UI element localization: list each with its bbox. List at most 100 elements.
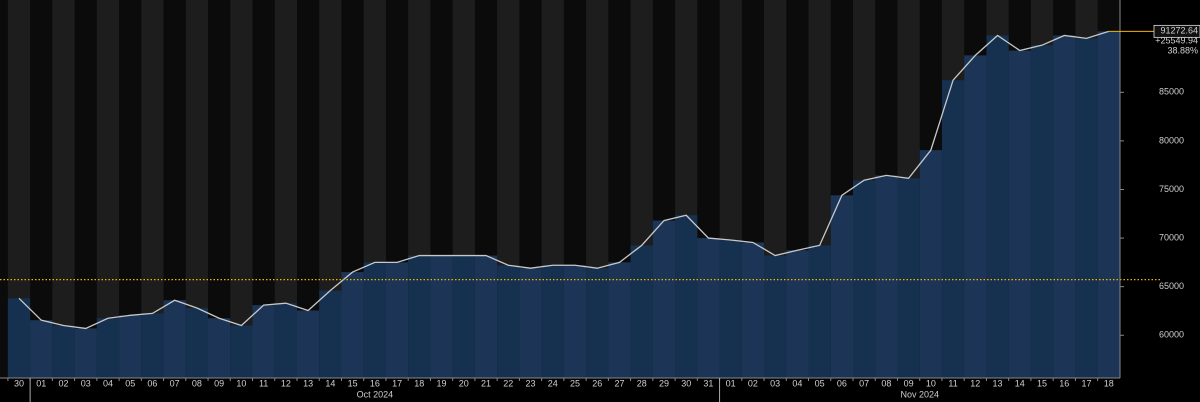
area-bar <box>563 265 587 378</box>
x-tick-label: 25 <box>570 378 580 388</box>
y-tick-label: 75000 <box>1159 184 1184 194</box>
y-tick-label: 80000 <box>1159 135 1184 145</box>
area-bar <box>941 80 965 379</box>
x-tick-label: 17 <box>392 378 402 388</box>
area-bar <box>986 35 1009 378</box>
x-tick-label: 07 <box>170 378 180 388</box>
x-tick-label: 15 <box>1037 378 1047 388</box>
x-tick-label: 27 <box>614 378 624 388</box>
y-tick-label: 85000 <box>1159 87 1184 97</box>
x-tick-label: 30 <box>14 378 24 388</box>
x-tick-label: 06 <box>837 378 847 388</box>
area-bar <box>141 313 164 378</box>
x-tick-label: 09 <box>214 378 224 388</box>
x-tick-label: 13 <box>303 378 313 388</box>
area-bar <box>452 255 475 378</box>
area-bar <box>1053 35 1076 378</box>
x-tick-label: 26 <box>592 378 602 388</box>
area-bar <box>497 265 520 378</box>
x-tick-label: 28 <box>637 378 647 388</box>
x-tick-label: 22 <box>503 378 513 388</box>
area-bar <box>875 175 898 378</box>
area-bar <box>385 262 409 378</box>
x-tick-label: 02 <box>58 378 68 388</box>
area-bar <box>319 290 342 378</box>
x-tick-label: 03 <box>770 378 780 388</box>
change: +25549.94 <box>1155 36 1198 46</box>
x-tick-label: 31 <box>703 378 713 388</box>
x-tick-label: 30 <box>681 378 691 388</box>
day-stripe <box>319 0 342 378</box>
x-tick-label: 14 <box>325 378 335 388</box>
x-tick-label: 08 <box>881 378 891 388</box>
area-bar <box>808 245 831 378</box>
day-stripe <box>230 0 253 378</box>
day-stripe <box>52 0 75 378</box>
y-tick-label: 60000 <box>1159 330 1184 340</box>
area-bar <box>119 315 142 378</box>
area-bar <box>675 215 698 378</box>
area-bar <box>786 250 809 378</box>
x-tick-label: 23 <box>526 378 536 388</box>
area-bar <box>208 318 231 378</box>
area-bar <box>719 240 742 378</box>
x-tick-label: 04 <box>792 378 802 388</box>
area-bar <box>519 268 542 378</box>
area-bar <box>185 308 209 378</box>
x-tick-label: 11 <box>948 378 957 388</box>
area-bar <box>430 255 453 378</box>
x-tick-label: 29 <box>659 378 669 388</box>
area-bar <box>853 180 876 378</box>
x-tick-label: 14 <box>1015 378 1025 388</box>
area-bar <box>897 178 920 378</box>
month-label: Oct 2024 <box>357 389 394 399</box>
day-stripe <box>185 0 209 378</box>
area-bar <box>630 245 653 378</box>
x-tick-label: 01 <box>36 378 46 388</box>
change-pct: 38.88% <box>1167 46 1198 56</box>
x-tick-label: 08 <box>192 378 202 388</box>
x-tick-label: 12 <box>281 378 291 388</box>
area-bar <box>297 310 320 378</box>
x-tick-label: 11 <box>259 378 268 388</box>
x-tick-label: 04 <box>103 378 113 388</box>
area-bar <box>274 303 297 378</box>
x-tick-label: 20 <box>459 378 469 388</box>
x-tick-label: 10 <box>926 378 936 388</box>
area-bar <box>830 195 853 378</box>
month-label: Nov 2024 <box>900 389 939 399</box>
x-tick-label: 09 <box>904 378 914 388</box>
last-value: 91272.64 <box>1160 26 1198 36</box>
area-bar <box>74 328 97 378</box>
day-stripe <box>141 0 164 378</box>
x-tick-label: 18 <box>1104 378 1114 388</box>
area-bar <box>697 238 720 378</box>
y-tick-label: 65000 <box>1159 281 1184 291</box>
x-tick-label: 19 <box>437 378 447 388</box>
area-bar <box>608 262 631 378</box>
day-stripe <box>274 0 297 378</box>
last-value-box <box>1153 24 1200 38</box>
x-tick-label: 03 <box>81 378 91 388</box>
x-tick-label: 21 <box>481 378 491 388</box>
x-tick-label: 06 <box>147 378 157 388</box>
x-tick-label: 12 <box>970 378 980 388</box>
area-bar <box>1030 45 1054 378</box>
x-tick-label: 07 <box>859 378 869 388</box>
area-bar <box>474 255 498 378</box>
day-stripe <box>7 0 31 378</box>
x-tick-label: 02 <box>748 378 758 388</box>
x-tick-label: 10 <box>236 378 246 388</box>
area-bar <box>30 320 53 378</box>
x-tick-label: 05 <box>815 378 825 388</box>
x-tick-label: 18 <box>414 378 424 388</box>
area-bar <box>252 305 275 378</box>
x-tick-label: 16 <box>1059 378 1069 388</box>
x-tick-label: 13 <box>993 378 1003 388</box>
x-tick-label: 05 <box>125 378 135 388</box>
y-tick-label: 70000 <box>1159 232 1184 242</box>
area-bar <box>230 325 253 378</box>
area-bar <box>1075 38 1098 379</box>
area-bar <box>52 325 75 378</box>
